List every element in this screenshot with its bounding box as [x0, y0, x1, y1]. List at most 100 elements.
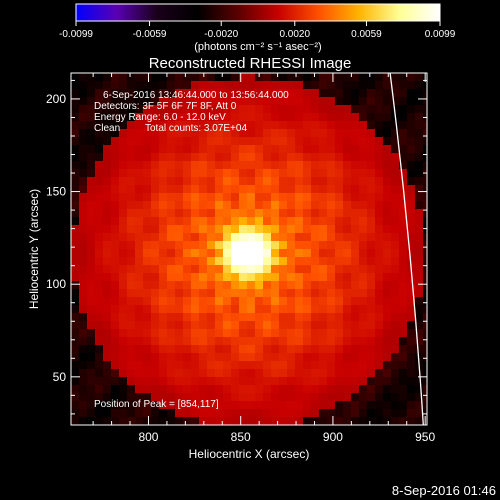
image-pixel	[207, 417, 216, 425]
image-pixel	[223, 409, 232, 418]
image-pixel	[215, 185, 224, 194]
image-pixel	[407, 129, 416, 138]
image-pixel	[183, 185, 192, 194]
image-pixel	[215, 385, 224, 394]
image-pixel	[359, 393, 368, 402]
image-pixel	[119, 153, 128, 162]
image-pixel	[375, 185, 384, 194]
image-pixel	[255, 73, 264, 82]
image-pixel	[167, 81, 176, 90]
image-pixel	[391, 193, 400, 202]
image-pixel	[407, 217, 416, 226]
image-pixel	[295, 89, 304, 98]
image-pixel	[287, 105, 296, 114]
image-pixel	[119, 313, 128, 322]
image-pixel	[79, 225, 88, 234]
image-pixel	[351, 153, 360, 162]
image-pixel	[343, 121, 352, 130]
image-pixel	[95, 169, 104, 178]
image-pixel	[231, 257, 240, 266]
image-pixel	[263, 281, 272, 290]
image-pixel	[95, 153, 104, 162]
image-pixel	[343, 385, 352, 394]
image-pixel	[319, 345, 328, 354]
image-pixel	[127, 241, 136, 250]
image-pixel	[127, 97, 136, 106]
image-pixel	[367, 233, 376, 242]
image-pixel	[263, 289, 272, 298]
image-pixel	[231, 337, 240, 346]
image-pixel	[255, 393, 264, 402]
image-pixel	[399, 265, 408, 274]
image-pixel	[255, 105, 264, 114]
image-pixel	[247, 401, 256, 410]
image-pixel	[103, 329, 112, 338]
image-pixel	[423, 153, 427, 162]
image-pixel	[335, 417, 344, 425]
image-pixel	[127, 345, 136, 354]
image-pixel	[295, 129, 304, 138]
image-pixel	[127, 217, 136, 226]
image-pixel	[335, 297, 344, 306]
image-pixel	[127, 145, 136, 154]
image-pixel	[327, 73, 336, 82]
image-pixel	[383, 153, 392, 162]
image-pixel	[311, 129, 320, 138]
image-pixel	[199, 329, 208, 338]
image-pixel	[215, 361, 224, 370]
image-pixel	[415, 161, 424, 170]
image-pixel	[143, 97, 152, 106]
image-pixel	[207, 265, 216, 274]
image-pixel	[303, 273, 312, 282]
image-pixel	[79, 249, 88, 258]
image-pixel	[423, 121, 427, 130]
image-pixel	[143, 217, 152, 226]
image-pixel	[127, 73, 136, 82]
image-pixel	[335, 409, 344, 418]
image-pixel	[407, 329, 416, 338]
image-pixel	[271, 89, 280, 98]
image-pixel	[375, 297, 384, 306]
image-pixel	[167, 73, 176, 82]
image-pixel	[247, 129, 256, 138]
image-pixel	[111, 353, 120, 362]
image-pixel	[175, 153, 184, 162]
image-pixel	[391, 393, 400, 402]
image-pixel	[87, 361, 96, 370]
image-pixel	[135, 401, 144, 410]
image-pixel	[239, 313, 248, 322]
image-pixel	[367, 273, 376, 282]
image-pixel	[271, 97, 280, 106]
image-pixel	[303, 217, 312, 226]
image-pixel	[351, 313, 360, 322]
image-pixel	[375, 217, 384, 226]
image-pixel	[223, 353, 232, 362]
image-pixel	[399, 161, 408, 170]
image-pixel	[327, 233, 336, 242]
image-pixel	[415, 233, 424, 242]
image-pixel	[279, 369, 288, 378]
image-pixel	[247, 225, 256, 234]
image-pixel	[239, 81, 248, 90]
image-pixel	[423, 233, 427, 242]
image-pixel	[327, 369, 336, 378]
image-pixel	[295, 409, 304, 418]
image-pixel	[119, 137, 128, 146]
image-pixel	[71, 129, 80, 138]
image-pixel	[175, 113, 184, 122]
image-pixel	[295, 337, 304, 346]
image-pixel	[223, 337, 232, 346]
image-pixel	[175, 273, 184, 282]
image-pixel	[295, 81, 304, 90]
image-pixel	[319, 233, 328, 242]
image-pixel	[295, 401, 304, 410]
image-pixel	[415, 185, 424, 194]
image-pixel	[423, 89, 427, 98]
image-pixel	[119, 257, 128, 266]
image-pixel	[311, 121, 320, 130]
image-pixel	[71, 329, 80, 338]
image-pixel	[351, 233, 360, 242]
image-pixel	[199, 369, 208, 378]
image-pixel	[231, 241, 240, 250]
image-pixel	[311, 329, 320, 338]
